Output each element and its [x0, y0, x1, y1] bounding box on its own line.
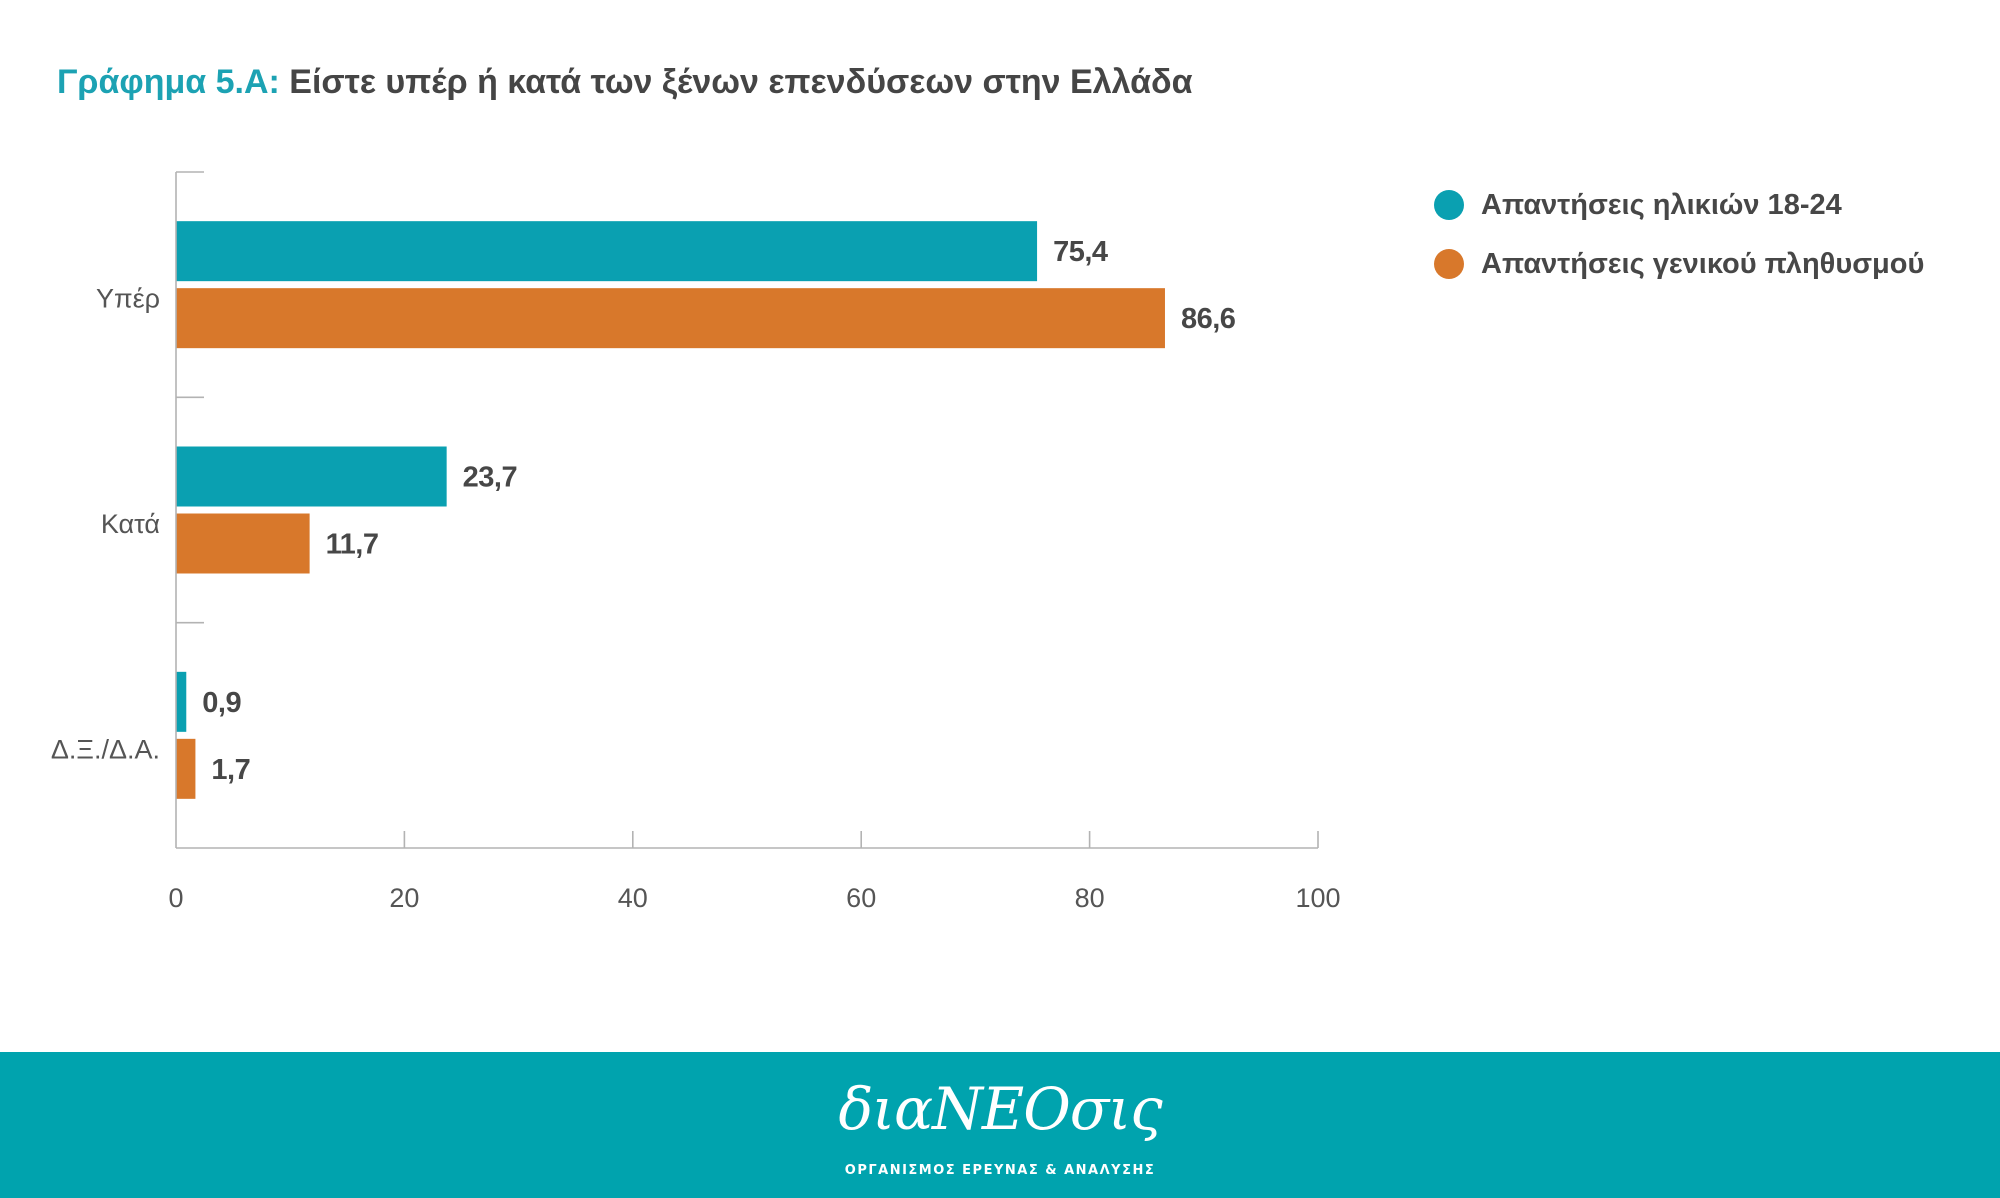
value-label: 11,7 [326, 529, 379, 561]
value-label: 75,4 [1053, 236, 1108, 268]
legend-item-general-population: Απαντήσεις γενικού πληθυσμού [1434, 244, 1924, 284]
footer-band: διαΝΕΟσις ΟΡΓΑΝΙΣΜΟΣ ΕΡΕΥΝΑΣ & ΑΝΑΛΥΣΗΣ [0, 1052, 2000, 1198]
category-label: Κατά [101, 509, 160, 539]
dianeosis-logo: διαΝΕΟσις [838, 1075, 1162, 1143]
legend-label-general-population: Απαντήσεις γενικού πληθυσμού [1481, 247, 1925, 280]
chart-title-prefix: Γράφημα 5.Α: [57, 63, 280, 101]
legend-item-ages-18-24: Απαντήσεις ηλικιών 18-24 [1434, 185, 1842, 225]
legend-swatch-general-population [1434, 249, 1464, 279]
bar [176, 446, 447, 507]
x-tick-label: 40 [618, 883, 648, 913]
bar [176, 513, 310, 574]
category-label: Δ.Ξ./Δ.Α. [51, 734, 160, 764]
x-tick-label: 60 [846, 883, 876, 913]
value-label: 1,7 [211, 754, 250, 786]
bar [176, 671, 187, 732]
chart-title: Γράφημα 5.Α: Είστε υπέρ ή κατά των ξένων… [57, 60, 1193, 104]
legend-label-ages-18-24: Απαντήσεις ηλικιών 18-24 [1481, 188, 1842, 221]
bar [176, 288, 1165, 349]
bar [176, 738, 196, 799]
bar-chart: Υπέρ 75,4 86,6 Κατά 23,7 11,7 Δ.Ξ./Δ.Α. 0,9 1,7 0… [51, 171, 1341, 913]
x-tick-label: 100 [1295, 883, 1340, 913]
chart-title-text: Είστε υπέρ ή κατά των ξένων επενδύσεων σ… [289, 63, 1193, 101]
x-tick-label: 0 [168, 883, 183, 913]
value-label: 0,9 [202, 687, 241, 719]
x-tick-label: 80 [1075, 883, 1105, 913]
bar [176, 221, 1038, 282]
x-tick-label: 20 [389, 883, 419, 913]
logo-tagline: ΟΡΓΑΝΙΣΜΟΣ ΕΡΕΥΝΑΣ & ΑΝΑΛΥΣΗΣ [844, 1163, 1156, 1178]
category-label: Υπέρ [96, 284, 160, 314]
value-label: 23,7 [463, 462, 517, 494]
value-label: 86,6 [1181, 303, 1236, 335]
legend-swatch-ages-18-24 [1434, 190, 1464, 220]
